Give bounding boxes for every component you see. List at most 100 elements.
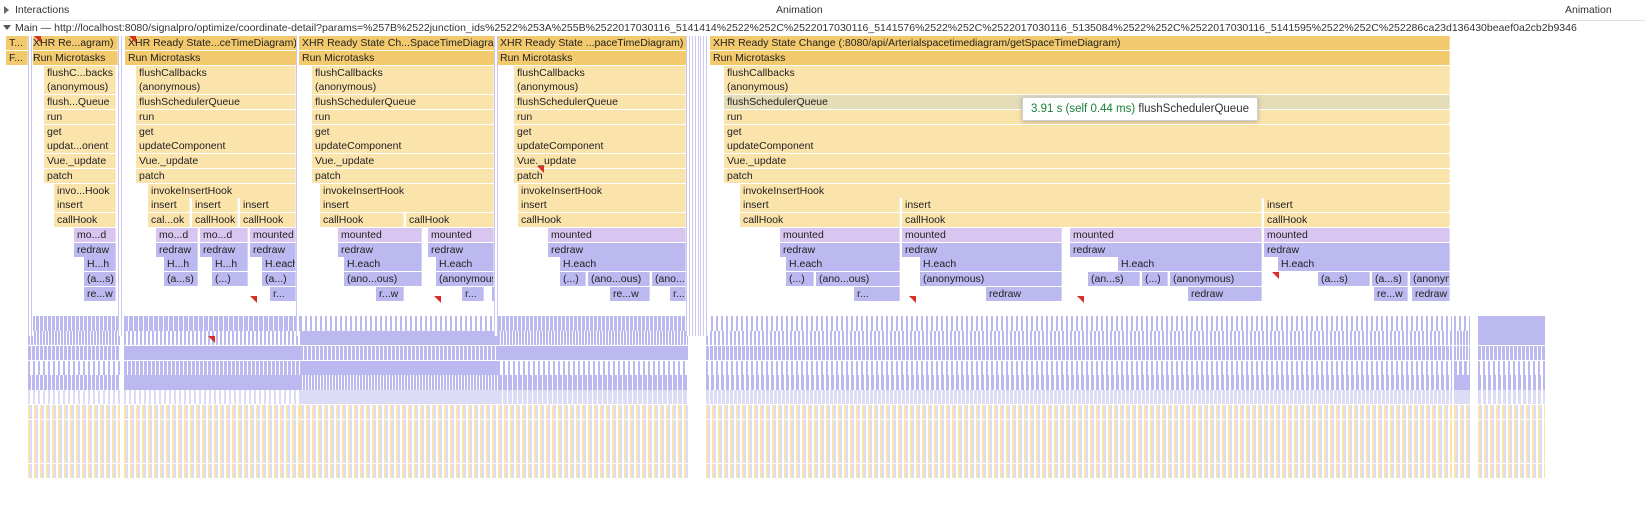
flame-entry[interactable]: Run Microtasks	[299, 50, 495, 65]
flame-entry[interactable]: (anonymous)	[436, 272, 494, 286]
flame-entry[interactable]: r...w	[670, 286, 686, 301]
flame-entry[interactable]: flush...Queue	[44, 95, 116, 109]
flame-entry[interactable]: Vue._update	[312, 154, 494, 168]
flame-entry[interactable]: (a...s)	[164, 272, 198, 286]
flame-entry[interactable]: get	[312, 124, 494, 139]
flame-entry[interactable]: XHR Ready State ...paceTimeDiagram)	[497, 36, 687, 50]
flame-entry[interactable]: callHook	[740, 213, 900, 227]
flame-entry[interactable]: redraw	[1188, 286, 1262, 301]
flame-entry[interactable]: r...	[270, 286, 296, 301]
flame-entry[interactable]: flushCallbacks	[724, 65, 1450, 80]
flame-entry[interactable]: redraw	[428, 242, 494, 257]
flame-entry[interactable]: Run Microtasks	[125, 50, 297, 65]
flame-entry[interactable]: updateComponent	[724, 139, 1450, 154]
flame-entry[interactable]: (ano...ous)	[652, 272, 686, 286]
flame-entry[interactable]: XHR Ready State Ch...SpaceTimeDiagram)	[299, 36, 495, 50]
flame-entry[interactable]: updateComponent	[136, 139, 296, 154]
flame-entry[interactable]: insert	[54, 198, 116, 213]
animation-track-label[interactable]: Animation	[776, 4, 823, 16]
flame-entry[interactable]: updateComponent	[312, 139, 494, 154]
flame-entry[interactable]: Run Microtasks	[710, 50, 1450, 65]
flame-chart[interactable]: T... XHR Re...agram) XHR Ready State...ceT…	[0, 36, 1645, 506]
flame-entry[interactable]: patch	[136, 168, 296, 183]
flame-entry[interactable]: r...	[462, 286, 484, 301]
flame-entry[interactable]: Vue._update	[724, 154, 1450, 168]
flame-entry[interactable]: (anonymous)	[312, 80, 494, 95]
flame-entry[interactable]: mo...d	[74, 227, 116, 242]
flame-entry[interactable]: H.each	[344, 257, 422, 272]
flame-entry[interactable]: redraw	[200, 242, 248, 257]
flame-entry[interactable]: (anonymous)	[514, 80, 686, 95]
flame-entry[interactable]: invokeInsertHook	[740, 183, 1450, 198]
flame-entry[interactable]: patch	[312, 168, 494, 183]
flame-entry[interactable]: (anonymous)	[1170, 272, 1262, 286]
flame-entry[interactable]: redraw	[250, 242, 296, 257]
flame-entry[interactable]: (a...s)	[1318, 272, 1370, 286]
expand-triangle-icon[interactable]	[4, 6, 9, 14]
flame-entry[interactable]: get	[44, 124, 116, 139]
flame-entry[interactable]: re...w	[84, 286, 116, 301]
flame-entry[interactable]: redraw	[338, 242, 422, 257]
flame-entry[interactable]: callHook	[192, 213, 238, 227]
flame-entry[interactable]: redraw	[74, 242, 116, 257]
flame-entry[interactable]: XHR Re...agram)	[30, 36, 118, 50]
flame-entry[interactable]: re...w	[1374, 286, 1408, 301]
flame-entry[interactable]: H.each	[1118, 257, 1262, 272]
flame-entry[interactable]: invokeInsertHook	[320, 183, 494, 198]
flame-entry[interactable]: (...)	[560, 272, 586, 286]
interactions-track-label[interactable]: Interactions	[15, 4, 70, 16]
flame-entry[interactable]: H.each	[436, 257, 494, 272]
flame-entry[interactable]: mounted	[250, 227, 296, 242]
flame-entry[interactable]: patch	[514, 168, 686, 183]
flame-entry[interactable]: get	[136, 124, 296, 139]
flame-entry[interactable]: mounted	[1264, 227, 1450, 242]
flame-entry[interactable]: insert	[320, 198, 494, 213]
flame-entry[interactable]: callHook	[518, 213, 686, 227]
flame-entry[interactable]: mounted	[338, 227, 422, 242]
flame-entry[interactable]: Run Microtasks	[497, 50, 687, 65]
flame-entry[interactable]: run	[44, 109, 116, 124]
flame-entry[interactable]: updateComponent	[514, 139, 686, 154]
flame-entry[interactable]: T...	[6, 36, 28, 50]
flame-entry[interactable]: re...w	[610, 286, 650, 301]
flame-entry[interactable]: Vue._update	[136, 154, 296, 168]
flame-entry[interactable]: mo...d	[200, 227, 248, 242]
flame-entry[interactable]: Vue._update	[514, 154, 686, 168]
flame-entry[interactable]: (ano...ous)	[816, 272, 900, 286]
flame-entry[interactable]: H...h	[84, 257, 116, 272]
flame-entry[interactable]: redraw	[1412, 286, 1450, 301]
flame-entry[interactable]: flushCallbacks	[136, 65, 296, 80]
flame-entry[interactable]: callHook	[54, 213, 116, 227]
flame-entry[interactable]: mo...d	[156, 227, 198, 242]
flame-entry[interactable]: r...w	[376, 286, 404, 301]
flame-entry[interactable]: mounted	[548, 227, 686, 242]
flame-entry[interactable]: (...)	[1142, 272, 1168, 286]
flame-entry[interactable]: (ano...ous)	[588, 272, 650, 286]
flame-entry[interactable]: XHR Ready State Change (:8080/api/Arteri…	[710, 36, 1450, 50]
flame-entry[interactable]: insert	[192, 198, 238, 213]
flame-entry[interactable]: invokeInsertHook	[518, 183, 686, 198]
flame-entry[interactable]: r...	[854, 286, 900, 301]
flame-entry[interactable]: redraw	[1070, 242, 1262, 257]
flame-entry[interactable]: callHook	[902, 213, 1262, 227]
flame-entry[interactable]: flushC...backs	[44, 65, 116, 80]
flame-entry[interactable]: run	[312, 109, 494, 124]
flame-entry[interactable]: insert	[240, 198, 296, 213]
flame-entry[interactable]: redraw	[986, 286, 1062, 301]
flame-entry[interactable]: XHR Ready State...ceTimeDiagram)	[125, 36, 297, 50]
flame-entry[interactable]: Vue._update	[44, 154, 116, 168]
flame-entry[interactable]: callHook	[320, 213, 404, 227]
flame-entry[interactable]: redraw	[156, 242, 198, 257]
flame-entry[interactable]: callHook	[1264, 213, 1450, 227]
flame-entry[interactable]: (a...)	[262, 272, 296, 286]
collapse-triangle-icon[interactable]	[3, 25, 11, 30]
flame-entry[interactable]: flushSchedulerQueue	[514, 95, 686, 109]
flame-entry[interactable]: get	[514, 124, 686, 139]
flame-entry[interactable]: invokeInsertHook	[148, 183, 296, 198]
flame-entry[interactable]: patch	[724, 168, 1450, 183]
flame-entry[interactable]: callHook	[240, 213, 296, 227]
flame-entry[interactable]: redraw	[1264, 242, 1450, 257]
flame-entry[interactable]: flushCallbacks	[514, 65, 686, 80]
flame-entry[interactable]: (...)	[212, 272, 248, 286]
flame-entry[interactable]: flushSchedulerQueue	[136, 95, 296, 109]
